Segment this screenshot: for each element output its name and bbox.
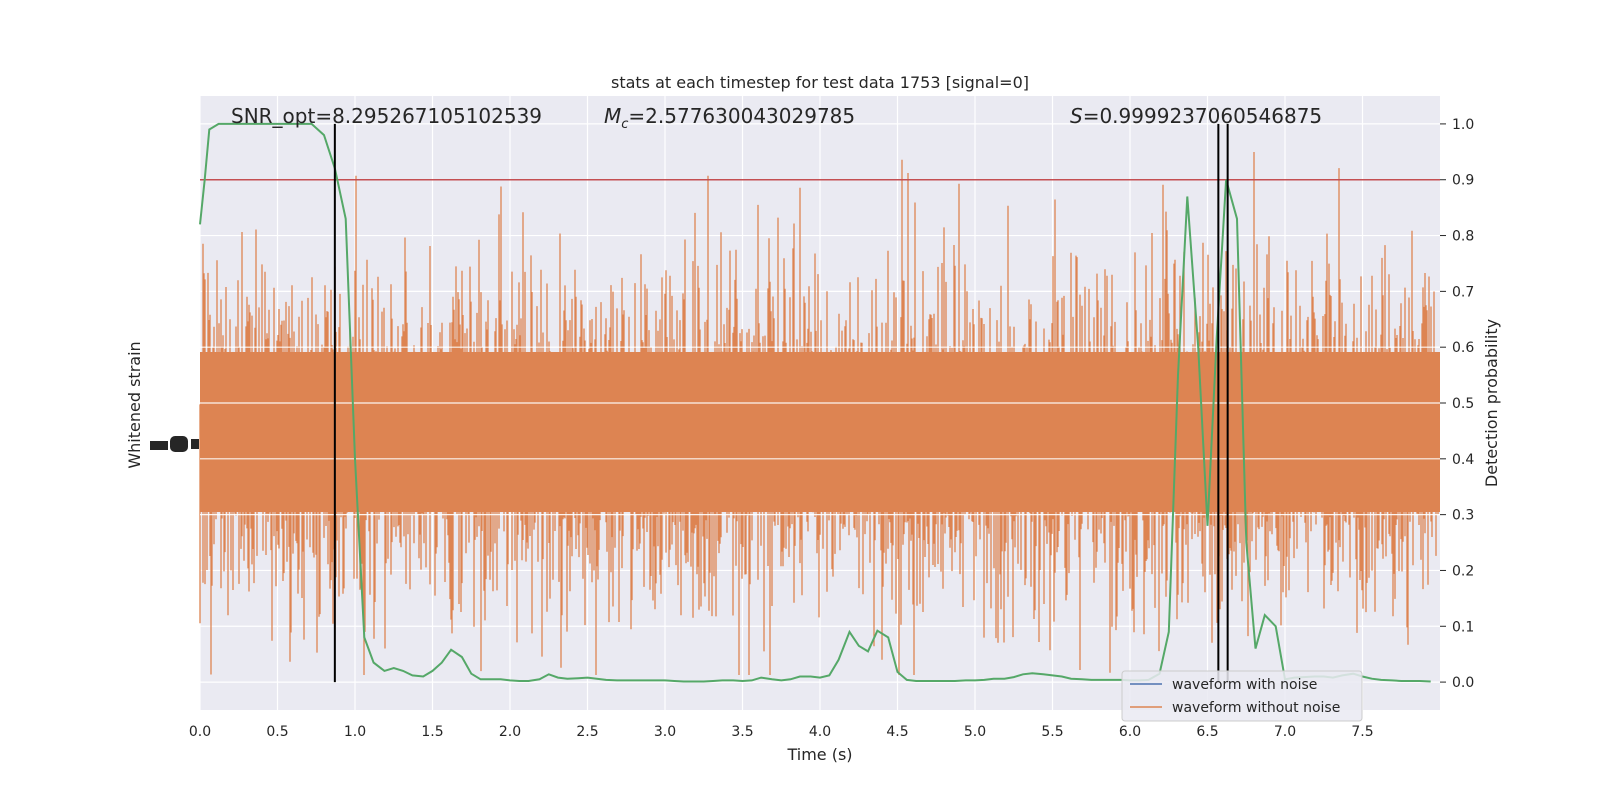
y-axis-label-left: Whitened strain: [125, 341, 144, 468]
x-axis-label: Time (s): [786, 745, 852, 764]
x-tick-label: 0.5: [266, 724, 288, 740]
y-tick-label: 0.9: [1452, 173, 1474, 189]
y-tick-labels-right: 0.0 0.1 0.2 0.3 0.4 0.5 0.6 0.7 0.8 0.9 1.0: [1440, 117, 1474, 691]
x-tick-label: 6.0: [1119, 724, 1141, 740]
x-tick-label: 1.5: [421, 724, 443, 740]
x-tick-label: 1.0: [344, 724, 366, 740]
x-tick-labels: 0.0 0.5 1.0 1.5 2.0 2.5 3.0 3.5 4.0 4.5 5.0 5.5 6.0 6…: [189, 724, 1374, 740]
x-tick-label: 3.0: [654, 724, 676, 740]
waveform-without-noise-series: [199, 152, 1440, 675]
y-tick-label: 0.4: [1452, 452, 1474, 468]
y-tick-label: 0.5: [1452, 396, 1474, 412]
chirp-mass-annotation: Mc=2.577630043029785: [604, 104, 855, 132]
x-tick-label: 2.0: [499, 724, 521, 740]
vertical-lines-layer: [333, 123, 1229, 683]
y-tick-label: 0.7: [1452, 284, 1474, 300]
x-tick-label: 7.0: [1274, 724, 1296, 740]
x-tick-label: 2.5: [576, 724, 598, 740]
x-tick-label: 4.5: [886, 724, 908, 740]
y-tick-label: 1.0: [1452, 117, 1474, 133]
y-axis-label-right: Detection probability: [1482, 319, 1501, 487]
left-axis-overlapping-ticks: [150, 436, 199, 452]
score-annotation: S=0.9999237060546875: [1070, 104, 1322, 128]
y-tick-label: 0.3: [1452, 508, 1474, 524]
x-tick-label: 5.0: [964, 724, 986, 740]
x-tick-label: 4.0: [809, 724, 831, 740]
x-tick-label: 5.5: [1041, 724, 1063, 740]
chart-title: stats at each timestep for test data 175…: [611, 73, 1029, 92]
legend-label-waveform-with-noise: waveform with noise: [1172, 677, 1317, 693]
snr-annotation: SNR_opt=8.295267105102539: [231, 104, 542, 128]
x-tick-label: 7.5: [1351, 724, 1373, 740]
legend-label-waveform-without-noise: waveform without noise: [1172, 700, 1340, 716]
waveform-without-noise-band: [200, 352, 1440, 512]
x-tick-label: 6.5: [1196, 724, 1218, 740]
y-tick-label: 0.6: [1452, 340, 1474, 356]
y-tick-label: 0.0: [1452, 675, 1474, 691]
legend: waveform with noise waveform without noi…: [1121, 670, 1363, 722]
y-tick-label: 0.1: [1452, 619, 1474, 635]
legend-box: [1121, 670, 1363, 722]
y-tick-label: 0.8: [1452, 229, 1474, 245]
y-tick-label: 0.2: [1452, 563, 1474, 579]
x-tick-label: 3.5: [731, 724, 753, 740]
x-tick-label: 0.0: [189, 724, 211, 740]
